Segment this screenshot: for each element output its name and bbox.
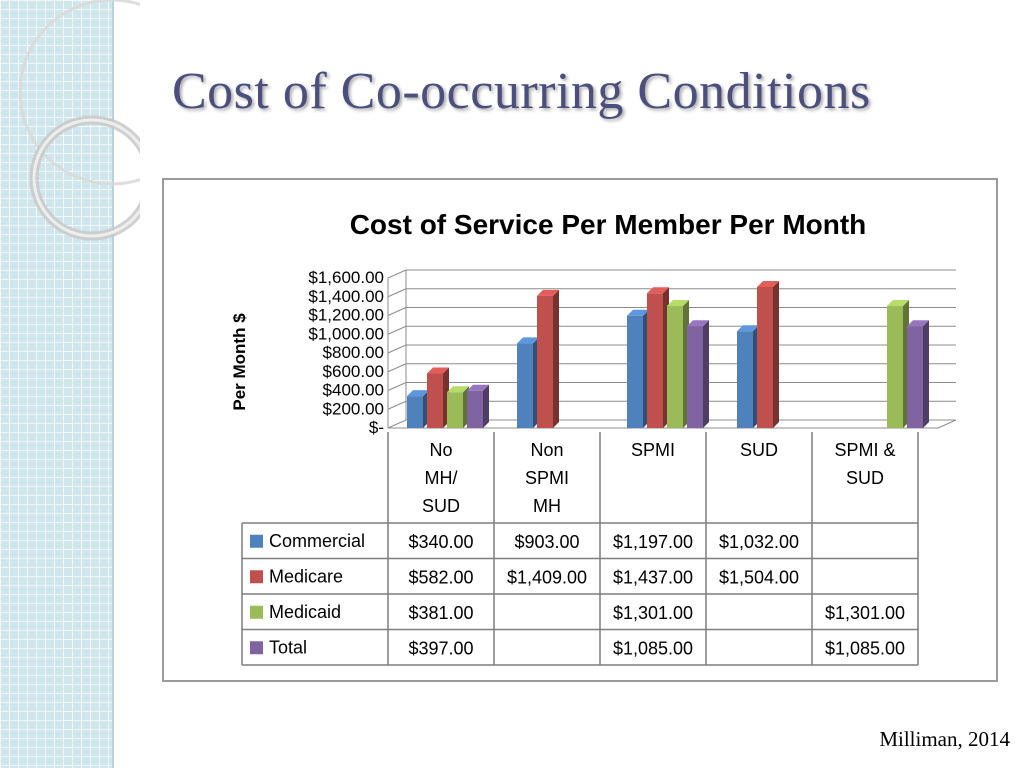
y-tick-label: $1,400.00	[308, 287, 384, 306]
data-table-cell: $340.00	[408, 532, 473, 552]
legend-label: Commercial	[269, 531, 365, 551]
data-table-cell: $903.00	[514, 532, 579, 552]
data-table-cell: $1,301.00	[825, 603, 905, 623]
category-label: Non	[530, 440, 563, 460]
category-label: No	[429, 440, 452, 460]
gridline-side	[387, 288, 407, 298]
legend-key	[250, 641, 263, 655]
bar-side	[923, 320, 929, 428]
decorative-ring-large	[18, 0, 140, 186]
bar-top	[887, 300, 909, 307]
bar	[647, 293, 663, 428]
bar-top	[907, 320, 929, 327]
bar-top	[647, 287, 669, 294]
legend-key	[250, 534, 263, 548]
data-table-cell: $1,085.00	[825, 638, 905, 658]
category-label: SUD	[740, 440, 778, 460]
gridline-side	[387, 307, 407, 316]
bar-top	[467, 384, 489, 391]
bar	[427, 373, 443, 428]
data-table-cell: $1,032.00	[719, 532, 799, 552]
bar-top	[537, 289, 559, 296]
data-table-cell: $381.00	[408, 603, 473, 623]
bar-side	[773, 281, 779, 428]
y-axis-label: Per Month $	[230, 313, 249, 411]
legend-key	[250, 605, 263, 619]
bar	[887, 306, 903, 428]
bar	[447, 392, 463, 428]
bar-top	[667, 300, 689, 307]
category-label: SUD	[422, 496, 460, 516]
y-tick-label: $400.00	[323, 381, 384, 400]
bar-top	[627, 309, 649, 316]
category-label: SUD	[846, 468, 884, 488]
chart-frame: Cost of Service Per Member Per Month Per …	[162, 178, 998, 682]
bar-side	[553, 289, 559, 428]
gridline-side	[387, 382, 407, 391]
data-table-cell: $1,197.00	[613, 532, 693, 552]
bar	[687, 326, 703, 428]
bar-top	[687, 320, 709, 327]
decorative-ring-small-inner	[32, 118, 140, 238]
bar-top	[447, 386, 469, 393]
bar-top	[427, 367, 449, 374]
category-label: SPMI	[525, 468, 569, 488]
legend-label: Medicare	[269, 566, 343, 586]
bar	[907, 326, 923, 428]
data-table-cell: $582.00	[408, 567, 473, 587]
gridline-side	[387, 269, 407, 279]
bar	[757, 287, 773, 428]
y-tick-label: $1,200.00	[308, 306, 384, 325]
decorative-rings	[18, 0, 140, 241]
data-table-cell: $1,301.00	[613, 603, 693, 623]
bar	[537, 295, 553, 428]
bar-top	[517, 337, 539, 344]
gridline-side	[387, 344, 407, 354]
y-tick-label: $1,600.00	[308, 268, 384, 287]
data-table-cell: $1,504.00	[719, 567, 799, 587]
category-label: SPMI &	[834, 440, 895, 460]
bar	[517, 343, 533, 428]
legend-key	[250, 570, 263, 584]
bar	[407, 396, 423, 428]
y-tick-label: $-	[369, 418, 384, 437]
data-table-cell: $397.00	[408, 638, 473, 658]
bar-top	[737, 325, 759, 332]
slide-title: Cost of Co-occurring Conditions	[172, 63, 871, 120]
bar	[467, 390, 483, 428]
data-table-cell: $1,085.00	[613, 638, 693, 658]
bar-side	[703, 320, 709, 428]
legend-label: Total	[269, 637, 307, 657]
data-table-cell: $1,437.00	[613, 567, 693, 587]
data-table-cell: $1,409.00	[507, 567, 587, 587]
y-tick-label: $800.00	[323, 343, 384, 362]
bar	[667, 306, 683, 428]
legend-label: Medicaid	[269, 602, 341, 622]
y-tick-label: $1,000.00	[308, 324, 384, 343]
gridline-side	[387, 325, 407, 335]
floor-right-edge	[937, 419, 957, 429]
gridline-side	[387, 363, 407, 373]
bar	[627, 315, 643, 428]
bar-side	[483, 384, 489, 428]
gridline-side	[387, 400, 407, 410]
gridline-side	[387, 419, 407, 429]
category-label: MH/	[425, 468, 458, 488]
chart-title: Cost of Service Per Member Per Month	[350, 209, 867, 240]
chart-svg: Cost of Service Per Member Per Month Per …	[230, 209, 957, 666]
bar	[737, 331, 753, 428]
y-tick-label: $600.00	[323, 362, 384, 381]
y-tick-label: $200.00	[323, 399, 384, 418]
bar-top	[757, 281, 779, 287]
source-credit: Milliman, 2014	[879, 727, 1010, 751]
bar-top	[407, 390, 429, 397]
category-label: MH	[533, 496, 561, 516]
category-label: SPMI	[631, 440, 675, 460]
